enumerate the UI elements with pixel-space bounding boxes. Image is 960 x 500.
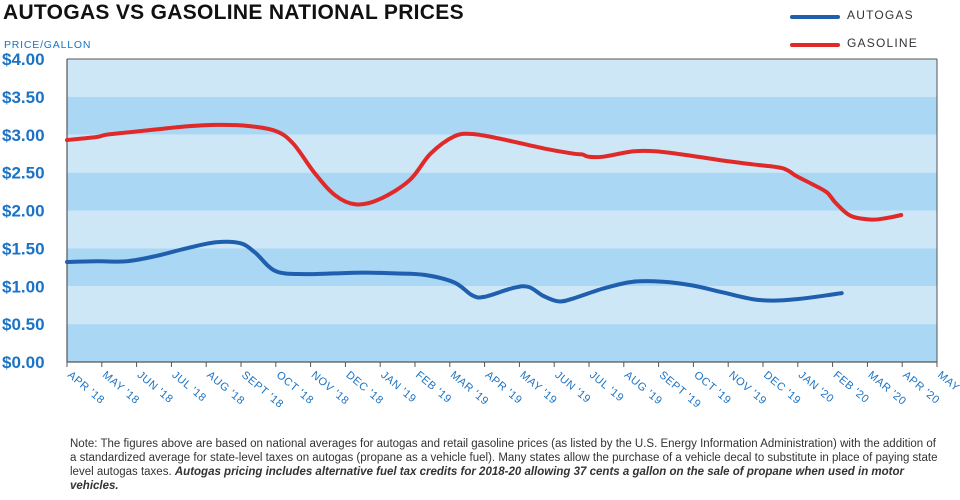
x-tick-label: JUL '19 (587, 369, 626, 404)
x-tick-label: FEB '19 (413, 369, 454, 406)
x-tick-label: NOV '19 (726, 369, 769, 407)
x-tick-label: JAN '19 (378, 369, 418, 405)
grid-band (67, 96, 937, 135)
grid-band (67, 172, 937, 211)
line-chart: $0.00 $0.50 $1.00 $1.50 $2.00 $2.50 $3.00 $3.50… (2, 50, 960, 411)
footnote-text: Note: The figures above are based on nat… (70, 438, 938, 478)
grid-band (67, 210, 937, 249)
y-tick-label: $1.50 (2, 239, 45, 258)
x-tick-label: APR '20 (900, 369, 942, 407)
x-tick-label: AUG '19 (622, 369, 665, 407)
legend-swatch-autogas (790, 15, 840, 19)
y-tick-label: $4.00 (2, 50, 45, 69)
y-tick-label: $0.00 (2, 353, 45, 372)
legend-label-autogas: AUTOGAS (847, 8, 914, 22)
legend-swatch-gasoline (790, 43, 840, 47)
y-tick-label: $1.00 (2, 277, 45, 296)
footnote: Note: The figures above are based on nat… (70, 437, 940, 493)
y-tick-label: $2.00 (2, 202, 45, 221)
x-tick-label: JUL '18 (169, 369, 208, 404)
series-line-gasoline (65, 122, 904, 222)
x-tick-label: AUG '18 (204, 369, 247, 407)
footnote-emphasis: Autogas pricing includes alternative fue… (70, 466, 904, 492)
series-line-autogas (65, 239, 844, 304)
y-tick-label: $0.50 (2, 315, 45, 334)
y-tick-label: $3.50 (2, 88, 45, 107)
x-tick-label: APR '19 (483, 369, 525, 407)
legend-label-gasoline: GASOLINE (847, 36, 918, 50)
x-tick-label: MAY '20 (935, 369, 960, 407)
x-tick-label: JAN '20 (796, 369, 836, 405)
chart-title: AUTOGAS VS GASOLINE NATIONAL PRICES (3, 1, 464, 24)
x-tick-label: JUN '19 (552, 369, 593, 406)
x-tick-label: APR '18 (65, 369, 107, 407)
legend: AUTOGAS GASOLINE (790, 6, 955, 56)
grid-band (67, 59, 937, 97)
x-tick-label: FEB '20 (831, 369, 872, 406)
x-tick-label: NOV '18 (309, 369, 352, 407)
grid-band (67, 248, 937, 287)
x-tick-label: DEC '19 (761, 369, 803, 407)
grid-band (67, 324, 937, 362)
y-axis-label: PRICE/GALLON (4, 39, 92, 51)
x-tick-label: JUN '18 (135, 369, 176, 406)
y-tick-label: $3.00 (2, 126, 45, 145)
x-tick-label: DEC '18 (343, 369, 385, 407)
y-tick-label: $2.50 (2, 164, 45, 183)
x-tick-label: MAY '18 (100, 369, 142, 407)
x-tick-label: MAY '19 (517, 369, 559, 407)
